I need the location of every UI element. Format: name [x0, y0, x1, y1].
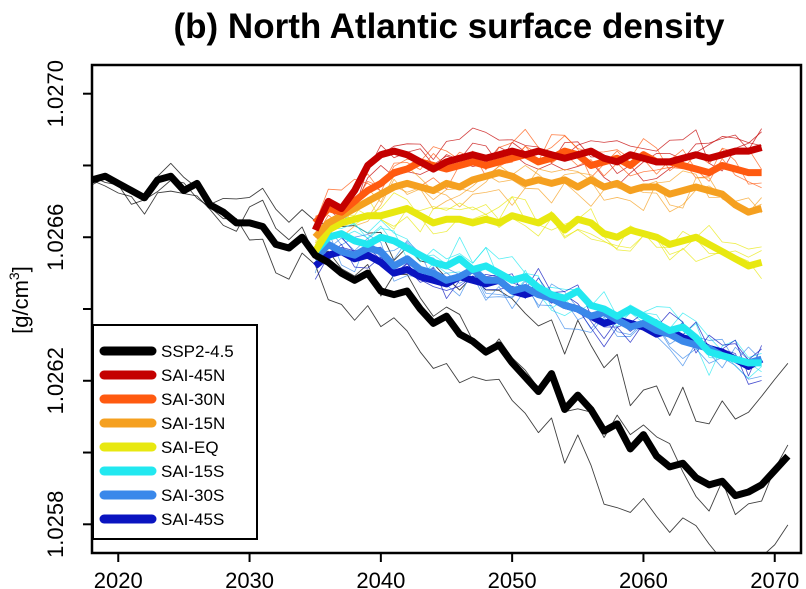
- y-axis-label-sup: 3: [6, 272, 22, 280]
- y-axis-label: [g/cm3]: [6, 266, 33, 334]
- x-tick-label-2030: 2030: [225, 568, 274, 589]
- y-tick-label-1.0258: 1.0258: [43, 491, 68, 558]
- y-axis-label-main: [g/cm: [8, 280, 33, 334]
- series-sai-15s-line: [312, 230, 762, 367]
- legend-label-sai-15n: SAI-15N: [161, 414, 225, 433]
- series-sai-30n-member-1: [315, 128, 762, 217]
- series-ssp2-4-5-line: [92, 172, 791, 500]
- y-axis-label-close: ]: [8, 266, 33, 272]
- legend-label-sai-30n: SAI-30N: [161, 390, 225, 409]
- series-sai-30s-line: [312, 240, 763, 367]
- series-sai-eq-line: [312, 205, 763, 270]
- series-sai-30n-line: [312, 147, 762, 226]
- x-tick-label-2020: 2020: [94, 568, 143, 589]
- series-sai-15n-line: [312, 169, 763, 240]
- series-ssp2-4-5-member-2: [92, 179, 789, 516]
- series-sai-45n-line: [312, 144, 763, 232]
- legend-label-sai-30s: SAI-30S: [161, 486, 224, 505]
- legend-label-sai-eq: SAI-EQ: [161, 438, 219, 457]
- x-tick-label-2040: 2040: [356, 568, 405, 589]
- legend-label-ssp2-4-5: SSP2-4.5: [161, 342, 234, 361]
- svg-text:[g/cm3]: [g/cm3]: [6, 266, 33, 334]
- x-tick-label-2050: 2050: [488, 568, 537, 589]
- series-sai-eq-member-3: [314, 192, 762, 258]
- legend-label-sai-45s: SAI-45S: [161, 510, 224, 529]
- legend-label-sai-15s: SAI-15S: [161, 462, 224, 481]
- legend-label-sai-45n: SAI-45N: [161, 366, 225, 385]
- legend: SSP2-4.5 SAI-45N SAI-30N SAI-15N SAI-EQ SAI-1…: [92, 324, 258, 540]
- series-ssp2-4-5-member-3: [92, 162, 789, 425]
- ensemble-mean-lines: [92, 144, 791, 500]
- chart-title: (b) North Atlantic surface density: [174, 7, 726, 46]
- x-tick-label-2060: 2060: [619, 568, 668, 589]
- legend-box: [92, 324, 258, 540]
- y-tick-label-1.0266: 1.0266: [43, 204, 68, 271]
- y-tick-label-1.0270: 1.0270: [43, 60, 68, 127]
- axes: 2020 2030 2040 2050 2060 2070 1.0258 1.0262 1.02…: [43, 60, 803, 589]
- series-sai-15n-member-2: [314, 166, 762, 243]
- y-tick-label-1.0262: 1.0262: [43, 347, 68, 414]
- series-sai-30s-member-2: [314, 230, 762, 369]
- x-tick-label-2070: 2070: [750, 568, 799, 589]
